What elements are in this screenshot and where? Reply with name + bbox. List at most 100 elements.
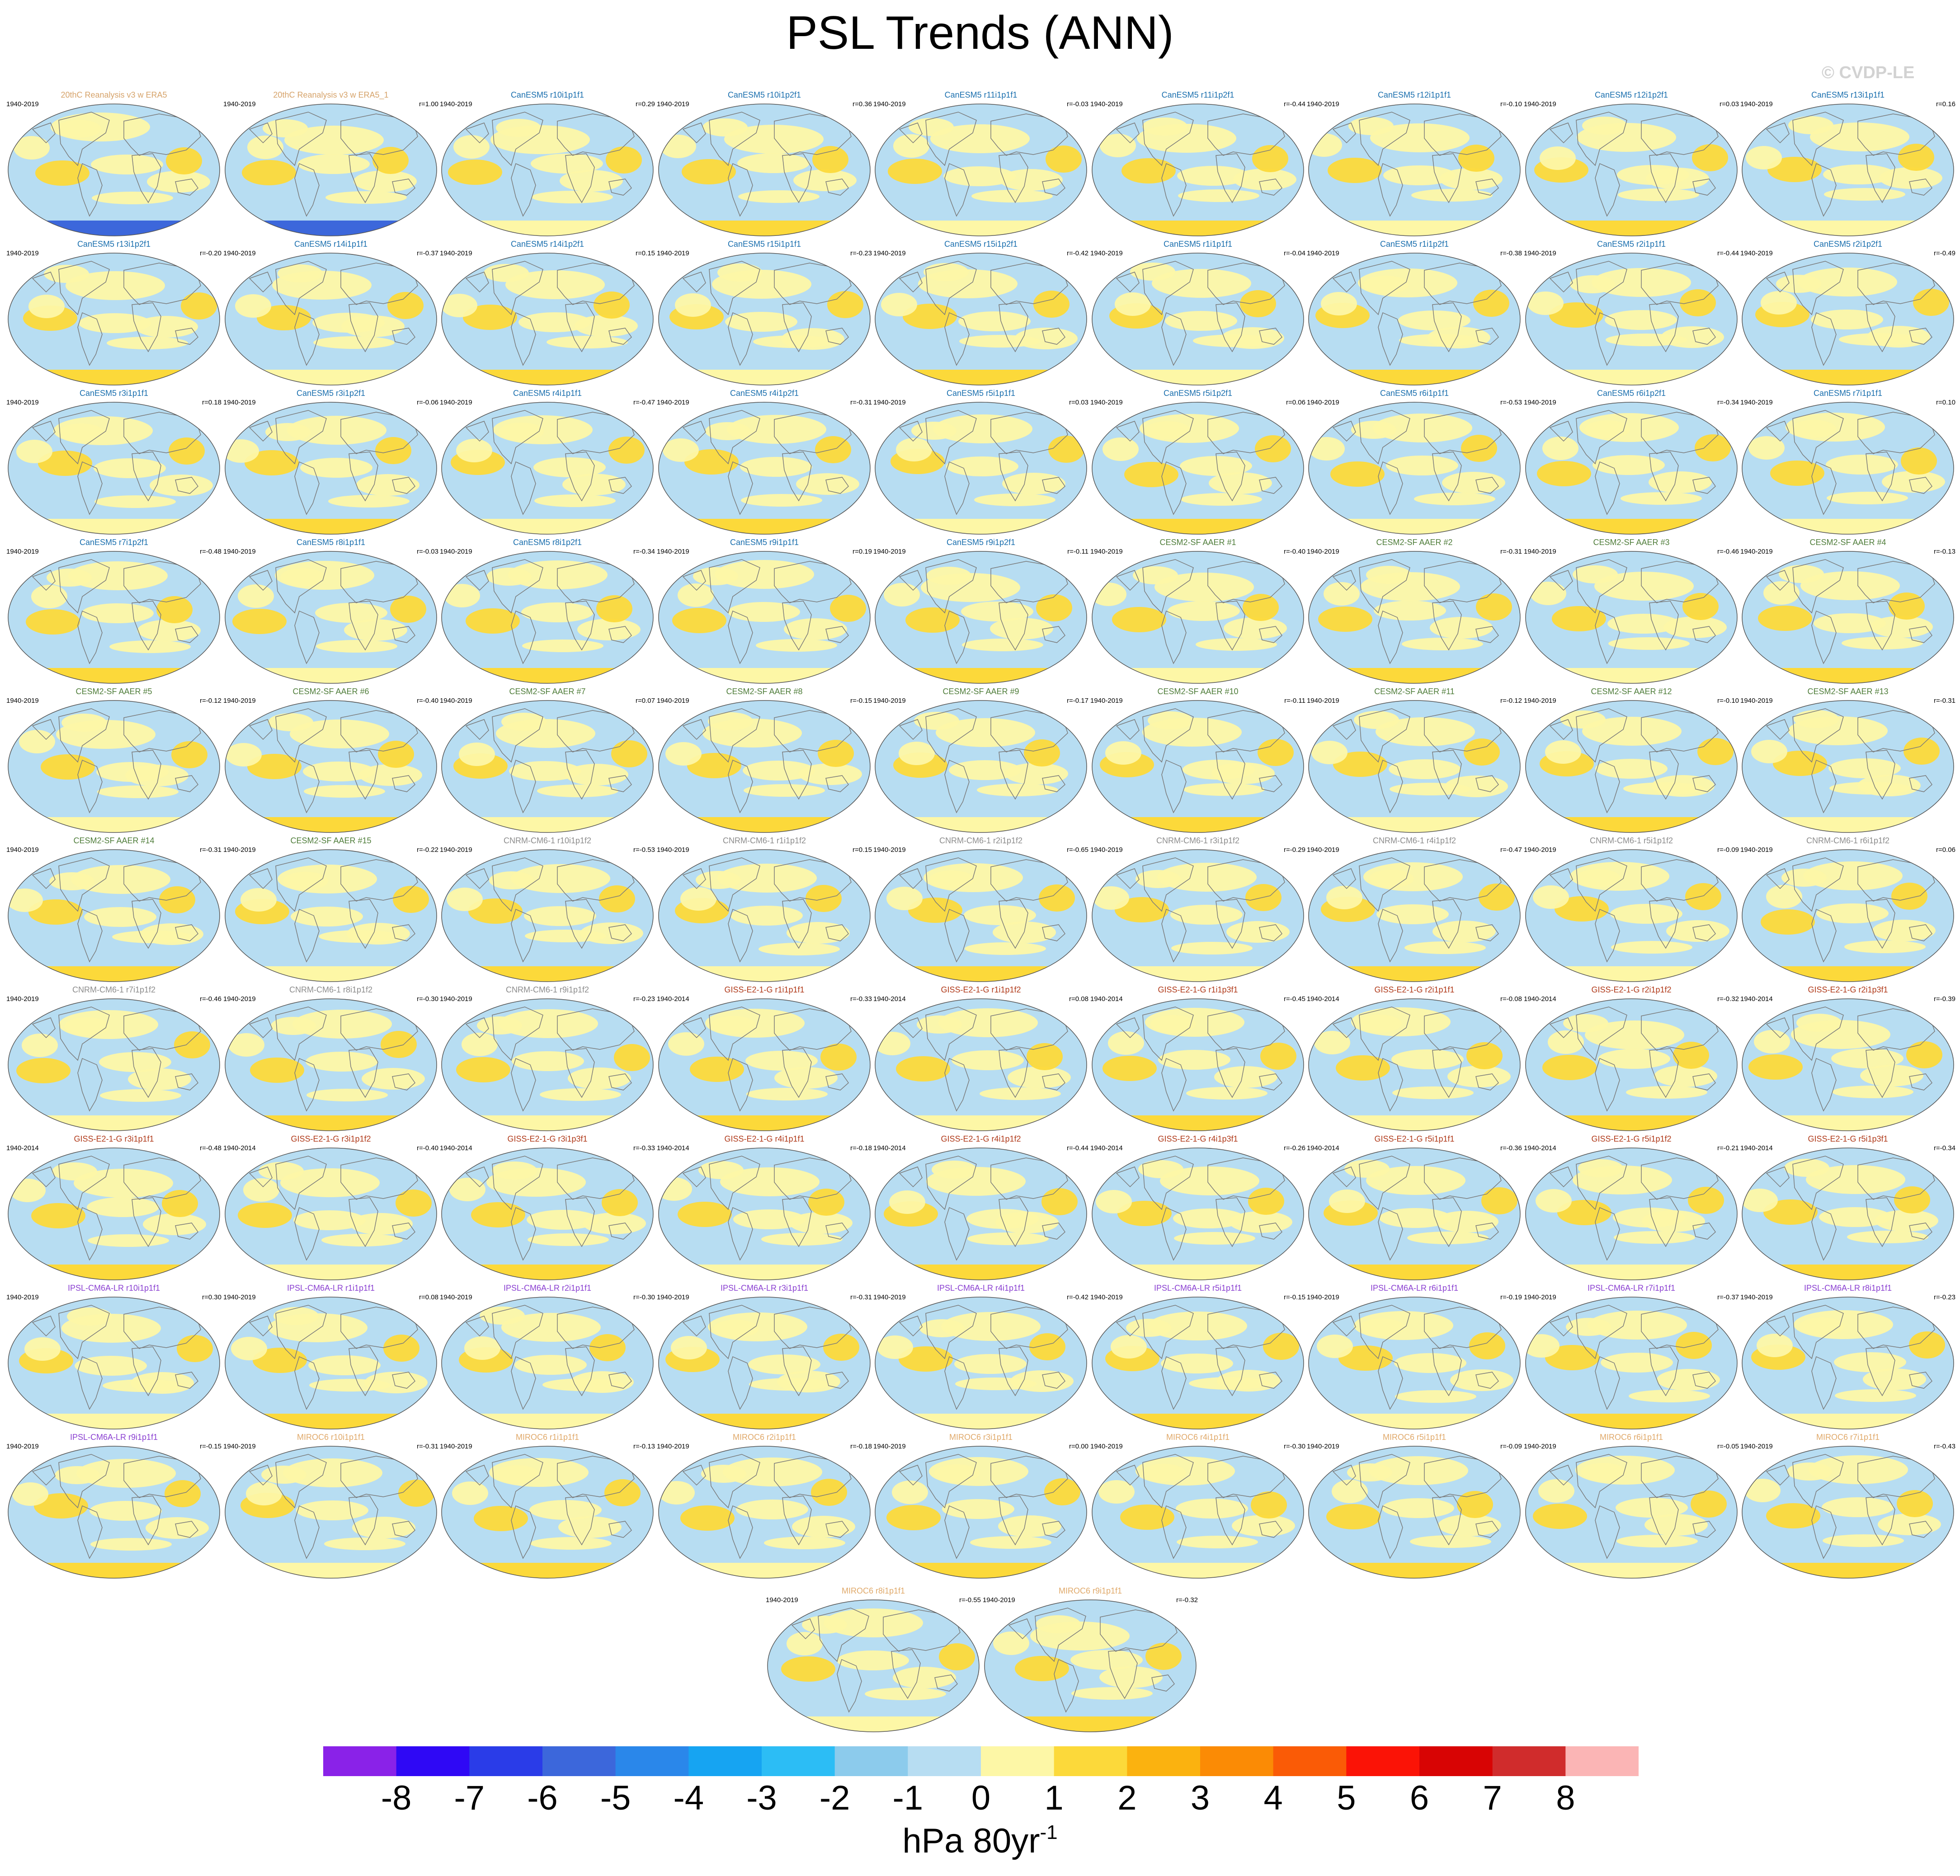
map-panel: CanESM5 r3i1p2f1 1940-2019 r=-0.06	[222, 389, 439, 538]
panel-correlation: r=-0.53	[1500, 399, 1522, 406]
panel-title: CanESM5 r8i1p1f1	[296, 538, 366, 547]
panel-years: 1940-2014	[1090, 1144, 1123, 1152]
global-map	[875, 402, 1087, 535]
panel-correlation: r=-0.31	[850, 1293, 872, 1301]
panel-years: 1940-2019	[6, 548, 39, 555]
panel-years: 1940-2019	[1307, 548, 1339, 555]
colorbar-tick-label: -5	[600, 1779, 631, 1817]
panel-title: CNRM-CM6-1 r8i1p1f2	[289, 985, 373, 994]
panel-years: 1940-2019	[1307, 249, 1339, 257]
colorbar-tick-label: -1	[892, 1779, 923, 1817]
panel-title: CESM2-SF AAER #8	[726, 687, 803, 696]
panel-title: 20thC Reanalysis v3 w ERA5_1	[273, 90, 389, 99]
global-map	[225, 402, 437, 535]
panel-years: 1940-2019	[440, 100, 472, 108]
global-map	[1742, 1297, 1954, 1429]
panel-title: CanESM5 r2i1p1f1	[1597, 240, 1666, 249]
panel-years: 1940-2019	[440, 249, 472, 257]
panel-title: CanESM5 r11i1p2f1	[1161, 90, 1234, 99]
panel-years: 1940-2019	[1524, 249, 1556, 257]
map-panel: IPSL-CM6A-LR r9i1p1f1 1940-2019 r=-0.15	[5, 1433, 222, 1582]
panel-years: 1940-2014	[1740, 1144, 1773, 1152]
panel-title: CanESM5 r4i1p1f1	[513, 389, 582, 398]
colorbar-tick-label: 5	[1337, 1779, 1356, 1817]
panel-years: 1940-2019	[657, 399, 689, 406]
global-map	[8, 103, 220, 236]
panel-correlation: r=-0.33	[633, 1144, 655, 1152]
map-panel: GISS-E2-1-G r2i1p3f1 1940-2014 r=-0.39	[1739, 985, 1956, 1134]
global-map	[875, 998, 1087, 1131]
panel-correlation: r=-0.39	[1934, 995, 1955, 1003]
panel-years: 1940-2019	[223, 399, 256, 406]
panel-title: MIROC6 r6i1p1f1	[1599, 1433, 1663, 1442]
panel-title: CanESM5 r6i1p2f1	[1597, 389, 1666, 398]
panel-correlation: r=-0.29	[1284, 846, 1305, 854]
panel-title: GISS-E2-1-G r5i1p3f1	[1808, 1134, 1888, 1143]
panel-years: 1940-2019	[766, 1596, 798, 1604]
panel-years: 1940-2019	[1307, 697, 1339, 705]
global-map	[1092, 1446, 1304, 1579]
panel-years: 1940-2019	[6, 697, 39, 705]
panel-correlation: r=-0.30	[417, 995, 438, 1003]
map-panel: CanESM5 r12i1p2f1 1940-2019 r=0.03	[1523, 90, 1740, 240]
panel-years: 1940-2019	[223, 697, 256, 705]
map-panel: CanESM5 r11i1p1f1 1940-2019 r=-0.03	[872, 90, 1089, 240]
global-map	[658, 551, 871, 684]
panel-title: CESM2-SF AAER #10	[1157, 687, 1239, 696]
map-panel: CanESM5 r13i1p1f1 1940-2019 r=0.16	[1739, 90, 1956, 240]
panel-correlation: r=-0.23	[1934, 1293, 1955, 1301]
global-map	[1092, 103, 1304, 236]
map-panel: IPSL-CM6A-LR r7i1p1f1 1940-2019 r=-0.37	[1523, 1284, 1740, 1433]
panel-years: 1940-2019	[1090, 100, 1123, 108]
panel-title: CESM2-SF AAER #14	[73, 836, 155, 845]
panel-correlation: r=0.10	[1936, 399, 1955, 406]
panel-title: CanESM5 r15i1p2f1	[944, 240, 1018, 249]
panel-years: 1940-2014	[1090, 995, 1123, 1003]
global-map	[441, 1297, 654, 1429]
global-map	[225, 551, 437, 684]
global-map	[1742, 402, 1954, 535]
global-map	[225, 998, 437, 1131]
map-panel: MIROC6 r1i1p1f1 1940-2019 r=-0.13	[439, 1433, 656, 1582]
panel-correlation: r=-0.46	[1717, 548, 1739, 555]
map-panel: CNRM-CM6-1 r9i1p1f2 1940-2019 r=-0.23	[439, 985, 656, 1134]
panel-title: CanESM5 r3i1p2f1	[296, 389, 366, 398]
global-map	[658, 253, 871, 386]
map-panel: CNRM-CM6-1 r7i1p1f2 1940-2019 r=-0.46	[5, 985, 222, 1134]
panel-years: 1940-2019	[6, 249, 39, 257]
map-panel: GISS-E2-1-G r4i1p1f2 1940-2014 r=-0.44	[872, 1134, 1089, 1284]
map-panel: CNRM-CM6-1 r3i1p1f2 1940-2019 r=-0.29	[1089, 836, 1306, 985]
panel-correlation: r=-0.05	[1717, 1443, 1739, 1450]
panel-correlation: r=-0.11	[1284, 697, 1305, 705]
global-map	[1525, 103, 1738, 236]
colorbar-tick-label: 4	[1263, 1779, 1283, 1817]
panel-correlation: r=0.30	[202, 1293, 221, 1301]
colorbar	[323, 1746, 1639, 1776]
panel-title: MIROC6 r1i1p1f1	[515, 1433, 580, 1442]
panel-correlation: r=-0.21	[1717, 1144, 1739, 1152]
map-panel: GISS-E2-1-G r5i1p3f1 1940-2014 r=-0.34	[1739, 1134, 1956, 1284]
panel-years: 1940-2019	[6, 399, 39, 406]
panel-years: 1940-2019	[1307, 399, 1339, 406]
map-panel: CanESM5 r6i1p2f1 1940-2019 r=-0.34	[1523, 389, 1740, 538]
colorbar-swatch	[908, 1746, 981, 1776]
global-map	[1742, 998, 1954, 1131]
colorbar-swatch	[1200, 1746, 1274, 1776]
panel-years: 1940-2019	[1524, 1443, 1556, 1450]
panel-title: GISS-E2-1-G r5i1p1f2	[1591, 1134, 1672, 1143]
global-map	[8, 253, 220, 386]
map-panel: CESM2-SF AAER #13 1940-2019 r=-0.31	[1739, 687, 1956, 836]
panel-title: GISS-E2-1-G r3i1p3f1	[507, 1134, 588, 1143]
panel-correlation: r=-0.45	[1284, 995, 1305, 1003]
global-map	[875, 551, 1087, 684]
panel-title: MIROC6 r10i1p1f1	[297, 1433, 365, 1442]
global-map	[225, 1147, 437, 1280]
colorbar-swatch	[1273, 1746, 1347, 1776]
panel-title: GISS-E2-1-G r1i1p1f1	[724, 985, 805, 994]
global-map	[1308, 700, 1521, 833]
map-panel: CESM2-SF AAER #10 1940-2019 r=-0.11	[1089, 687, 1306, 836]
map-panel: CNRM-CM6-1 r2i1p1f2 1940-2019 r=-0.65	[872, 836, 1089, 985]
panel-years: 1940-2019	[6, 1443, 39, 1450]
map-panel: CanESM5 r7i1p1f1 1940-2019 r=0.10	[1739, 389, 1956, 538]
panel-years: 1940-2019	[1524, 548, 1556, 555]
